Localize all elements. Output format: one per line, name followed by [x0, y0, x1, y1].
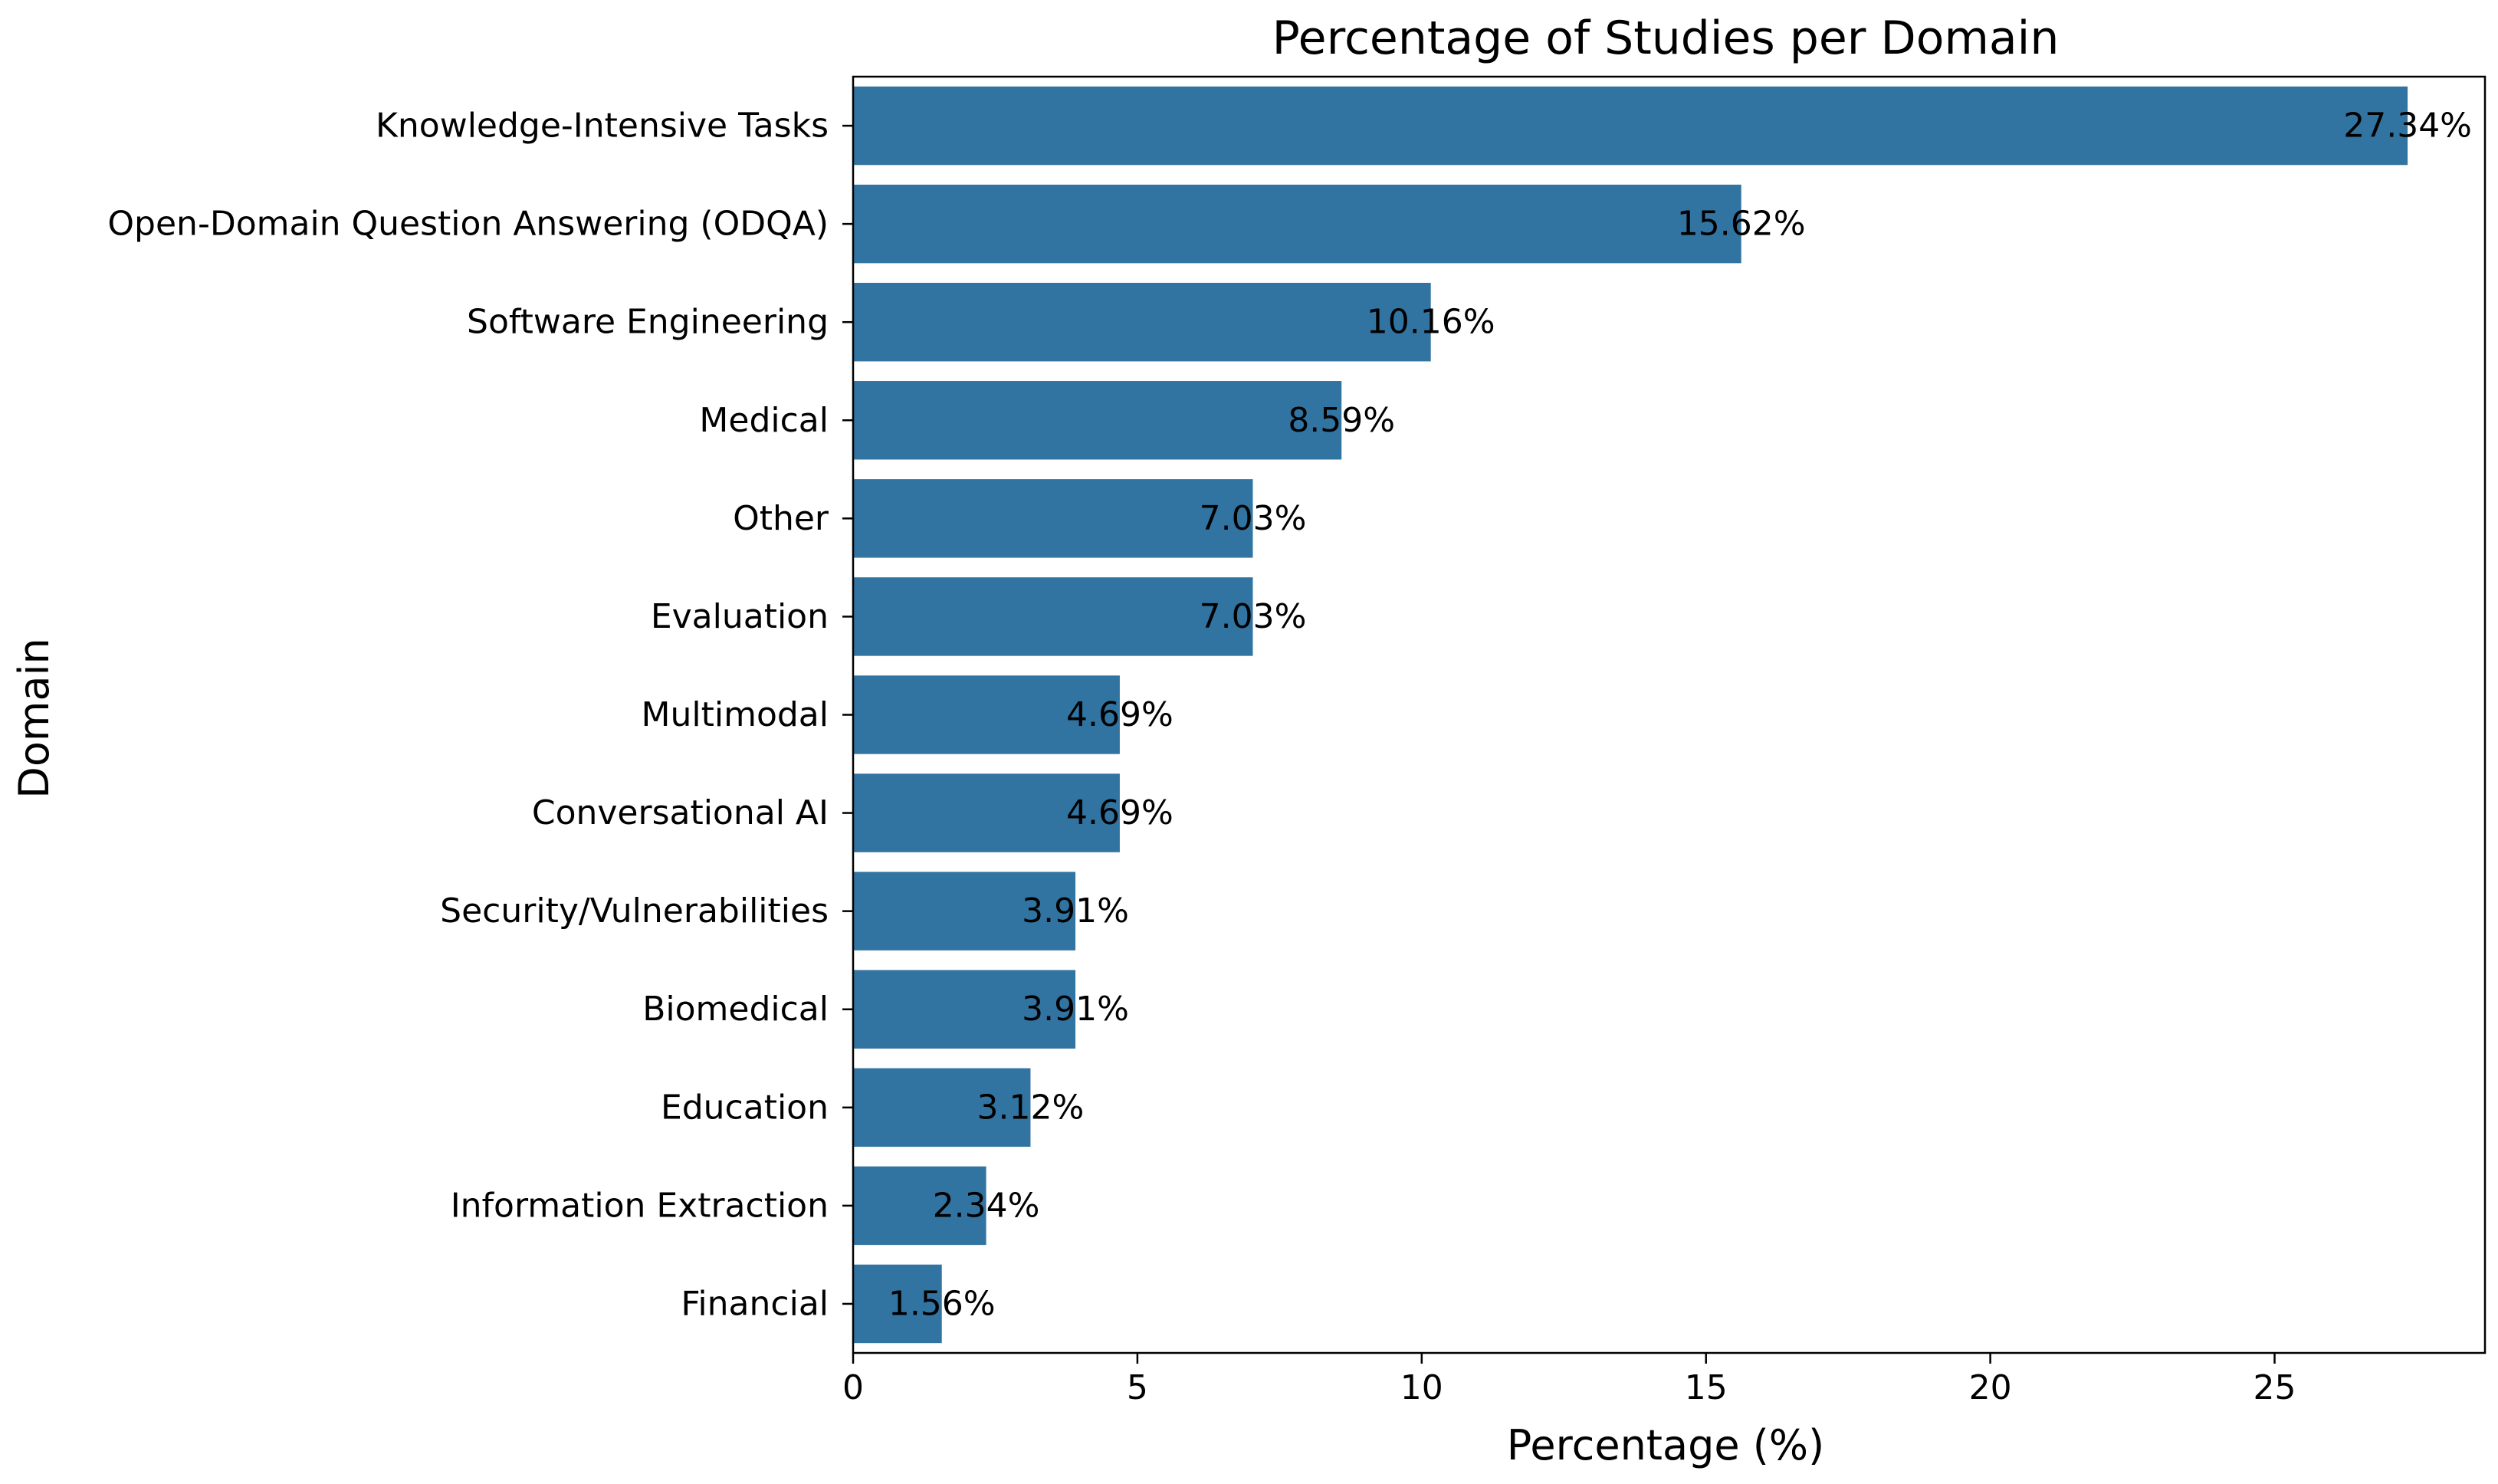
x-axis-ticks: 0 5 10 15 20 25 — [842, 1353, 2296, 1407]
bar — [853, 577, 1253, 656]
bar — [853, 675, 1120, 754]
bars-group — [853, 86, 2408, 1344]
bar-data-label: 1.56% — [888, 1284, 996, 1323]
x-tick-label: 15 — [1685, 1368, 1728, 1407]
y-tick-label: Education — [661, 1088, 829, 1127]
plot-area-frame — [852, 75, 2487, 1354]
x-tick-label: 0 — [842, 1368, 864, 1407]
y-tick-label: Biomedical — [642, 990, 829, 1029]
bar-data-label: 4.69% — [1066, 695, 1174, 734]
y-tick-label: Other — [733, 499, 829, 538]
y-tick-label: Medical — [699, 401, 829, 440]
bar — [853, 1264, 942, 1344]
y-tick-label: Multimodal — [642, 695, 829, 734]
x-tick-label: 20 — [1969, 1368, 2012, 1407]
y-tick-label: Security/Vulnerabilities — [440, 891, 829, 931]
bar — [853, 184, 1741, 264]
x-tick-label: 10 — [1400, 1368, 1443, 1407]
bar-data-label: 2.34% — [933, 1186, 1040, 1225]
bar — [853, 1166, 986, 1246]
x-tick-label: 25 — [2253, 1368, 2296, 1407]
bar-data-label: 8.59% — [1288, 401, 1395, 440]
x-tick-label: 5 — [1127, 1368, 1148, 1407]
y-tick-label: Financial — [681, 1284, 829, 1323]
bar — [853, 86, 2408, 166]
bar — [853, 872, 1076, 950]
bar — [853, 970, 1076, 1049]
y-tick-label: Open-Domain Question Answering (ODQA) — [107, 205, 829, 244]
bar-data-label: 7.03% — [1200, 499, 1307, 538]
bar-data-label: 15.62% — [1677, 205, 1806, 244]
chart-title: Percentage of Studies per Domain — [1272, 11, 2060, 65]
bar-data-label: 27.34% — [2343, 107, 2472, 146]
bar — [853, 1068, 1031, 1147]
bar — [853, 773, 1120, 852]
y-axis-ticks: Knowledge-Intensive Tasks Open-Domain Que… — [107, 107, 853, 1323]
data-labels-group: 27.34% 15.62% 10.16% 8.59% 7.03% 7.03% 4.69% 4.… — [888, 107, 2472, 1324]
bar — [853, 282, 1431, 362]
bar-data-label: 3.91% — [1022, 990, 1129, 1029]
bar-data-label: 4.69% — [1066, 793, 1174, 832]
x-axis-title: Percentage (%) — [1507, 1421, 1824, 1469]
bar — [853, 381, 1342, 460]
y-tick-label: Knowledge-Intensive Tasks — [376, 107, 829, 146]
y-tick-label: Software Engineering — [467, 303, 829, 342]
y-tick-label: Conversational AI — [532, 793, 829, 832]
y-axis-title: Domain — [10, 638, 58, 799]
bar-data-label: 7.03% — [1200, 597, 1307, 636]
bar-data-label: 3.91% — [1022, 891, 1129, 931]
bar-data-label: 10.16% — [1367, 303, 1495, 342]
bar — [853, 479, 1253, 558]
bar-data-label: 3.12% — [977, 1088, 1085, 1127]
y-tick-label: Evaluation — [651, 597, 829, 636]
y-tick-label: Information Extraction — [451, 1186, 829, 1225]
